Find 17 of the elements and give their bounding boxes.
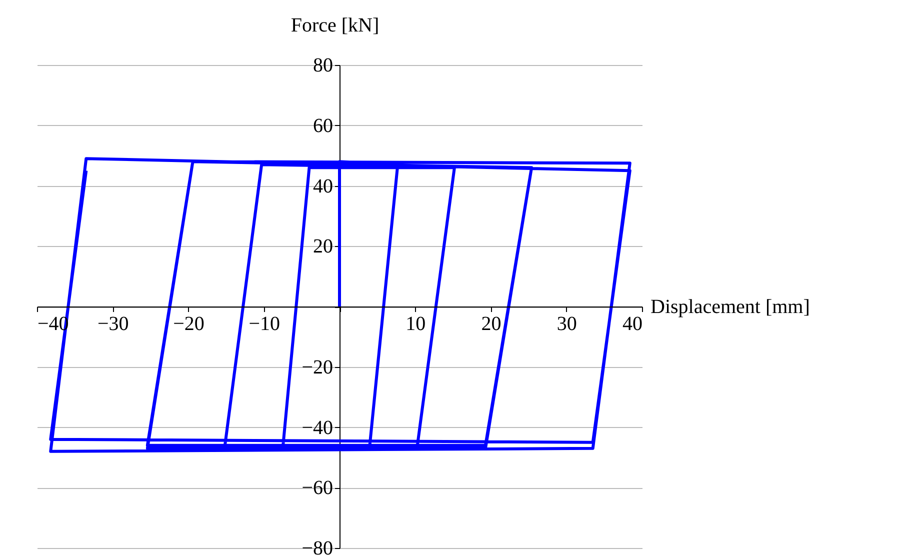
y-tick-label: −40 xyxy=(302,416,333,439)
y-axis-title: Force [kN] xyxy=(290,14,380,36)
x-tick-label: −30 xyxy=(97,313,129,335)
x-tick-label: 10 xyxy=(406,313,426,335)
y-tick-label: −60 xyxy=(302,477,333,500)
x-tick-label: 30 xyxy=(556,313,577,335)
y-tick-label: 20 xyxy=(313,236,333,258)
x-tick-label: 20 xyxy=(481,313,502,335)
y-tick-label: 60 xyxy=(313,114,333,137)
x-tick-label: 40 xyxy=(622,313,642,335)
y-tick-label: −20 xyxy=(302,356,333,378)
x-axis-title: Displacement [mm] xyxy=(650,296,810,318)
x-tick-label: −20 xyxy=(173,313,204,335)
y-tick-label: 40 xyxy=(313,175,333,198)
y-tick-label: 80 xyxy=(313,54,333,76)
y-tick-label: −80 xyxy=(302,538,333,560)
x-tick-label: −10 xyxy=(248,313,280,335)
